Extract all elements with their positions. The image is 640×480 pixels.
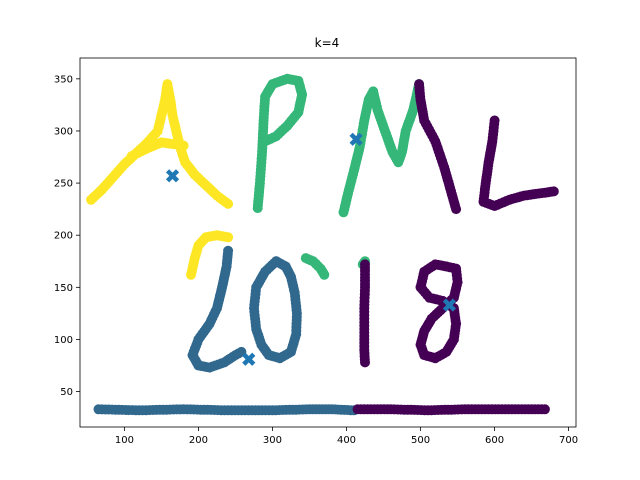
plot-area-frame (79, 57, 577, 428)
data-point (260, 136, 271, 147)
y-tick-label: 100 (54, 335, 73, 346)
y-tick-label: 300 (54, 126, 73, 137)
x-tick-label: 100 (115, 435, 134, 446)
x-tick-label: 200 (189, 435, 208, 446)
chart-title: k=4 (315, 36, 340, 50)
data-point (360, 357, 370, 368)
data-point (223, 232, 234, 243)
centroid-marker (165, 169, 180, 183)
x-tick-label: 700 (559, 435, 578, 446)
points-layer (86, 73, 559, 416)
y-axis: 50 100 150 200 250 300 350 (54, 74, 80, 398)
centroid-marker (349, 132, 363, 146)
data-point (319, 269, 330, 280)
x-tick-label: 500 (411, 435, 430, 446)
centroid-marker (442, 298, 456, 312)
y-tick-label: 350 (54, 74, 73, 85)
x-tick-label: 400 (337, 435, 356, 446)
y-tick-label: 150 (54, 283, 73, 294)
data-point (548, 186, 559, 197)
data-point (271, 256, 282, 267)
y-tick-label: 50 (60, 387, 73, 398)
x-axis: 100 200 300 400 500 600 700 (115, 427, 578, 446)
centroid-marker (242, 352, 256, 366)
x-tick-label: 300 (263, 435, 282, 446)
data-point (223, 198, 234, 209)
data-point (451, 204, 462, 215)
x-tick-label: 600 (485, 435, 504, 446)
y-tick-label: 250 (54, 179, 73, 190)
data-point (539, 404, 550, 415)
data-point (441, 261, 452, 272)
y-tick-label: 200 (54, 231, 73, 242)
centroids-layer (165, 132, 456, 366)
data-point (178, 140, 189, 151)
